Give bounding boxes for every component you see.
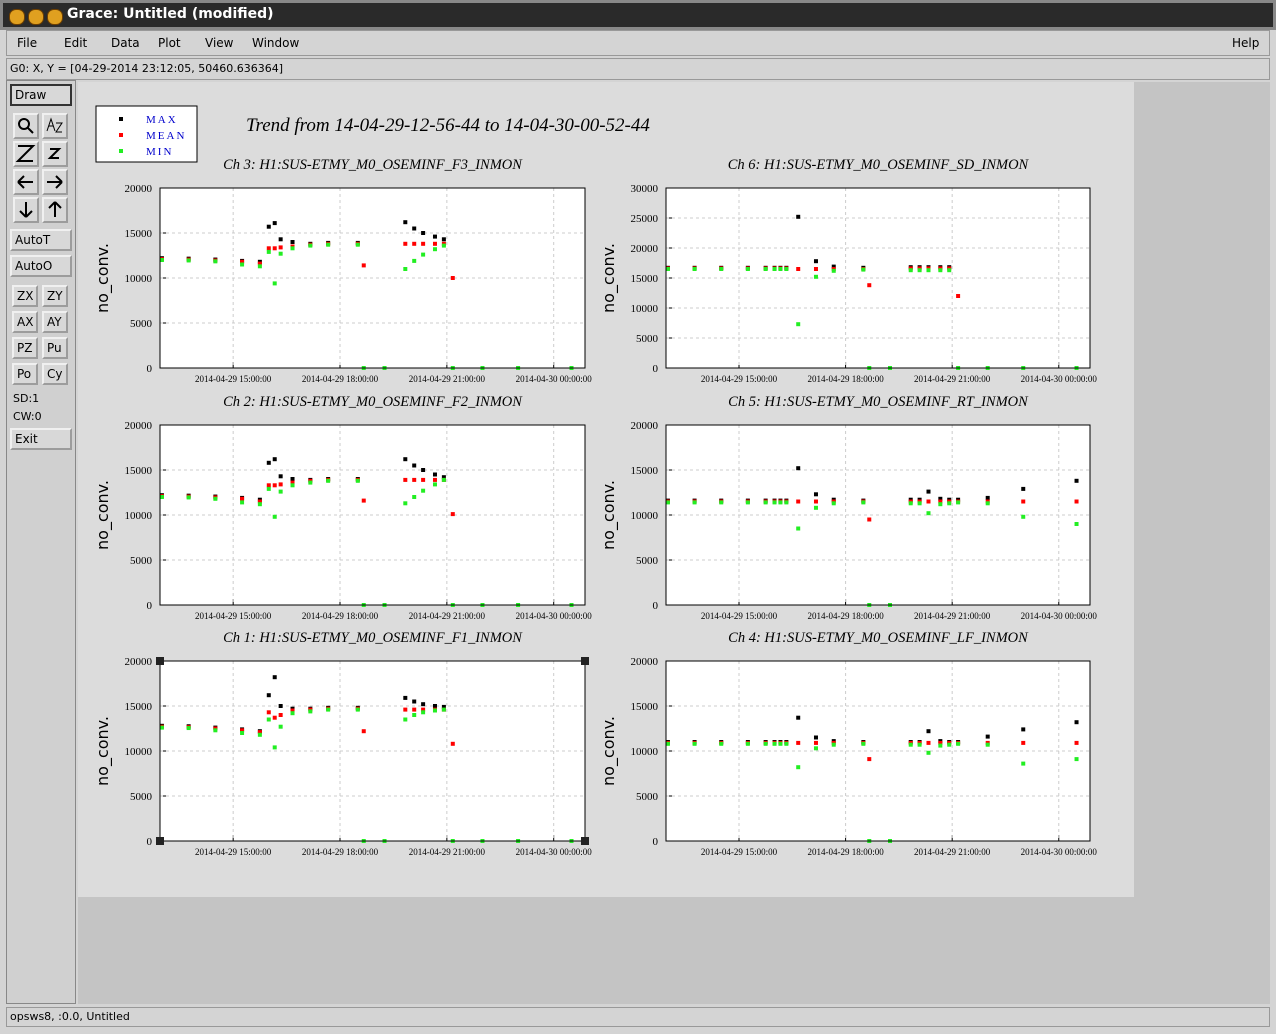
tool-icon[interactable] bbox=[13, 113, 39, 139]
icon-glyph bbox=[17, 175, 33, 189]
tool-icon[interactable] bbox=[42, 169, 68, 195]
close-button[interactable] bbox=[9, 9, 25, 25]
icon-glyph bbox=[18, 118, 34, 134]
tool-icon[interactable] bbox=[42, 113, 68, 139]
locator-bar: G0: X, Y = [04-29-2014 23:12:05, 50460.6… bbox=[6, 58, 1270, 80]
zoom-button[interactable]: Po bbox=[12, 363, 38, 385]
maximize-button[interactable] bbox=[28, 9, 44, 25]
icon-glyph bbox=[46, 117, 63, 133]
window-title: Grace: Untitled (modified) bbox=[67, 6, 274, 22]
icon-glyph bbox=[47, 148, 62, 159]
zoom-button[interactable]: ZY bbox=[42, 285, 68, 307]
tool-icon[interactable] bbox=[42, 141, 68, 167]
title-bar: Grace: Untitled (modified) bbox=[0, 0, 1276, 30]
stack-label: SD:1 bbox=[13, 392, 40, 405]
zoom-button[interactable]: Cy bbox=[42, 363, 68, 385]
menu-item[interactable]: Help bbox=[1232, 36, 1260, 50]
draw-button[interactable]: Draw bbox=[10, 84, 72, 106]
auto-button[interactable]: AutoO bbox=[10, 255, 72, 277]
menu-item[interactable]: File bbox=[17, 36, 38, 50]
zoom-button[interactable]: AY bbox=[42, 311, 68, 333]
zoom-button[interactable]: Pu bbox=[42, 337, 68, 359]
menu-item[interactable]: Plot bbox=[158, 36, 181, 50]
tool-icon[interactable] bbox=[13, 141, 39, 167]
menu-item[interactable]: Edit bbox=[64, 36, 88, 50]
status-bar: opsws8, :0.0, Untitled bbox=[6, 1007, 1270, 1027]
tool-icon[interactable] bbox=[13, 197, 39, 223]
auto-button[interactable]: AutoT bbox=[10, 229, 72, 251]
zoom-button[interactable]: AX bbox=[12, 311, 38, 333]
zoom-button[interactable]: PZ bbox=[12, 337, 38, 359]
status-text: opsws8, :0.0, Untitled bbox=[10, 1010, 130, 1023]
icon-glyph bbox=[15, 145, 36, 162]
tool-icon[interactable] bbox=[42, 197, 68, 223]
stack-label: CW:0 bbox=[13, 410, 42, 423]
locator-text: G0: X, Y = [04-29-2014 23:12:05, 50460.6… bbox=[10, 62, 284, 75]
menu-item[interactable]: View bbox=[205, 36, 234, 50]
tool-panel: Draw AutoT AutoO ZX ZY AX AY PZ Pu Po Cy SD:1 CW:0 Ex… bbox=[6, 80, 76, 1004]
exit-button[interactable]: Exit bbox=[10, 428, 72, 450]
menu-bar: Help File Edit Data Plot View Window bbox=[6, 30, 1270, 56]
menu-item[interactable]: Data bbox=[111, 36, 140, 50]
tool-icon[interactable] bbox=[13, 169, 39, 195]
icon-glyph bbox=[47, 175, 63, 189]
zoom-button[interactable]: ZX bbox=[12, 285, 38, 307]
canvas-area bbox=[78, 82, 1270, 1004]
minimize-button[interactable] bbox=[47, 9, 63, 25]
icon-glyph bbox=[48, 201, 62, 217]
icon-glyph bbox=[19, 202, 33, 218]
menu-item[interactable]: Window bbox=[252, 36, 300, 50]
